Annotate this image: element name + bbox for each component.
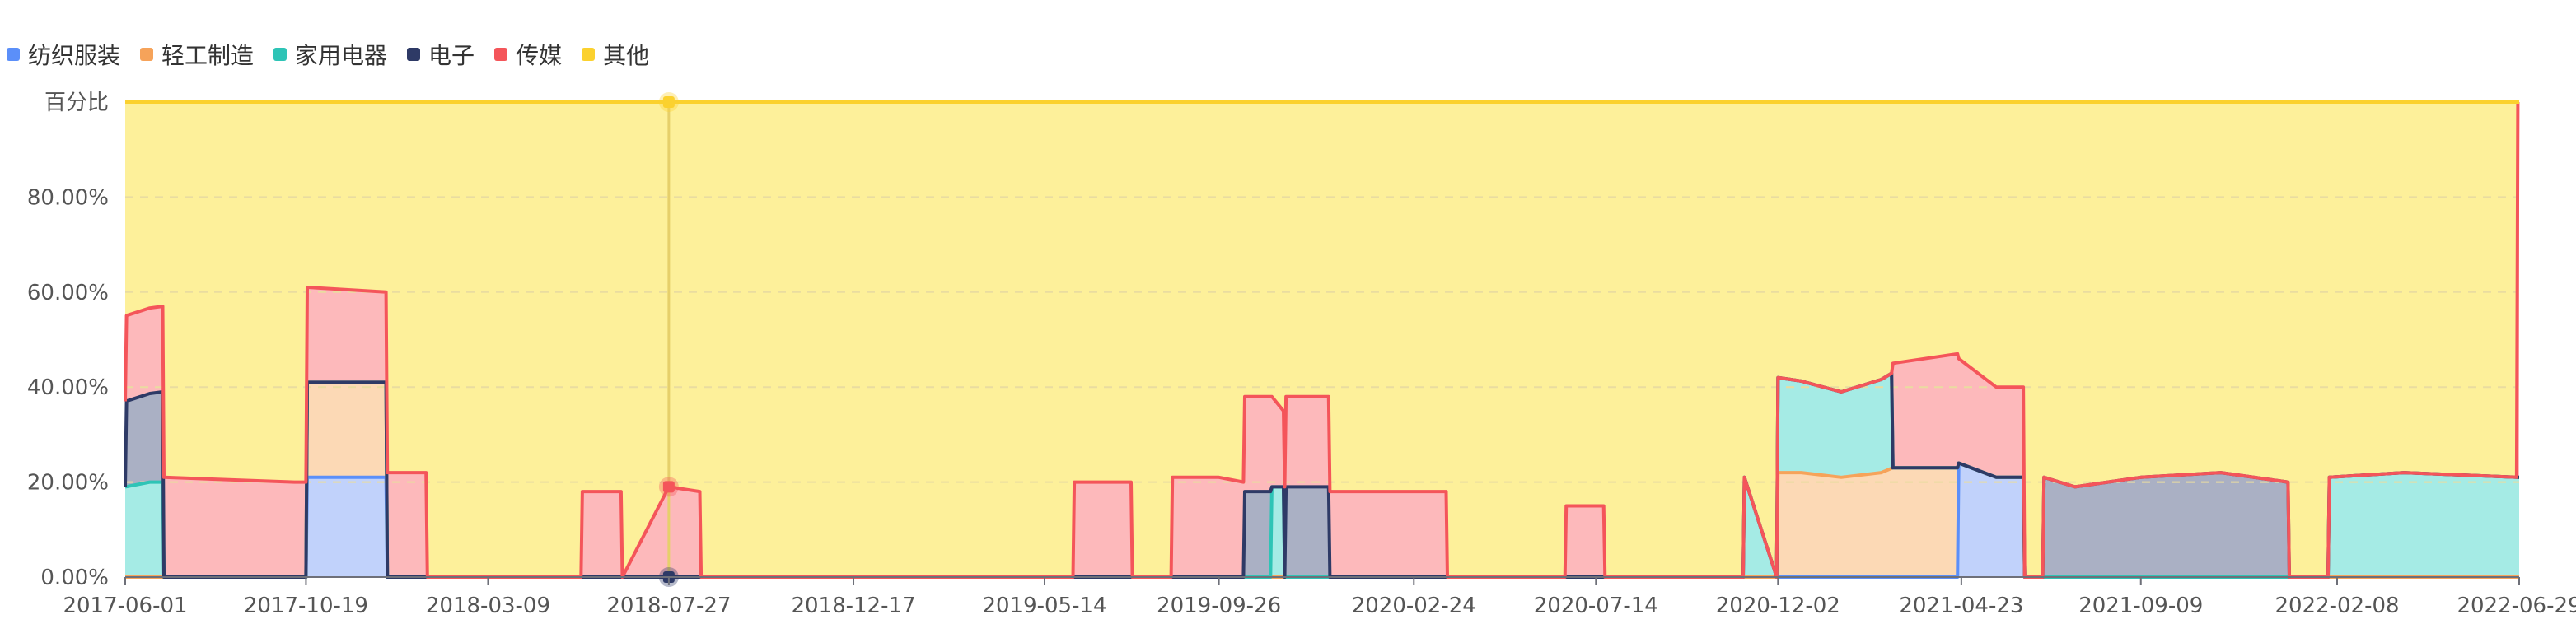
legend-swatch (7, 48, 20, 61)
x-tick-label-20200224: 2020-02-24 (1352, 594, 1476, 618)
legend-label: 轻工制造 (161, 42, 255, 69)
y-tick-label-1: 20.00% (27, 471, 109, 496)
legend-item[interactable]: 传媒 (494, 38, 562, 71)
legend-swatch (494, 48, 508, 61)
area-5 (125, 102, 2519, 577)
x-tick-label-20190514: 2019-05-14 (982, 594, 1106, 618)
plot-areas (125, 102, 2519, 577)
legend-item[interactable]: 电子 (407, 38, 475, 71)
area-4 (125, 102, 2519, 577)
legend-label: 电子 (428, 42, 475, 69)
y-axis: 0.00% 20.00% 40.00% 60.00% 80.00% 百分比 (27, 91, 109, 590)
x-tick-label-20171019: 2017-10-19 (244, 594, 368, 618)
x-tick-label-20190926: 2019-09-26 (1157, 594, 1281, 618)
legend-label: 家用电器 (295, 42, 388, 69)
legend-item[interactable]: 纺织服装 (7, 38, 120, 71)
y-tick-label-2: 40.00% (27, 375, 109, 400)
area-1 (125, 382, 2519, 577)
x-tick-label-20200714: 2020-07-14 (1534, 594, 1658, 618)
legend-swatch (407, 48, 421, 61)
legend-item[interactable]: 轻工制造 (140, 38, 254, 71)
legend-item[interactable]: 其他 (582, 38, 649, 71)
x-tick-label-20181217: 2018-12-17 (791, 594, 915, 618)
x-tick-label-20180727: 2018-07-27 (606, 594, 731, 618)
gridlines (125, 196, 2519, 483)
crosshair-marker-0 (662, 481, 675, 493)
x-tick-label-20210423: 2021-04-23 (1899, 594, 2023, 618)
legend-swatch (140, 48, 154, 61)
legend-item[interactable]: 家用电器 (273, 38, 387, 71)
y-axis-title: 百分比 (44, 91, 109, 115)
x-tick-label-20180309: 2018-03-09 (426, 594, 550, 618)
legend-label: 传媒 (516, 42, 563, 69)
x-tick-label-20210909: 2021-09-09 (2078, 594, 2203, 618)
x-tick-label-20220629: 2022-06-29 (2457, 594, 2576, 618)
y-tick-label-4: 80.00% (27, 185, 109, 210)
y-tick-label-3: 60.00% (27, 281, 109, 305)
legend-swatch (273, 48, 288, 61)
y-tick-label-0: 0.00% (40, 566, 109, 590)
x-axis: 2017-06-01 2017-10-19 2018-03-09 2018-07-27… (63, 576, 2576, 618)
x-tick-label-20170601: 2017-06-01 (63, 594, 187, 618)
legend-label: 纺织服装 (28, 42, 121, 69)
x-tick-label-20201202: 2020-12-02 (1716, 594, 1840, 618)
legend-swatch (582, 48, 596, 61)
area-3 (125, 373, 2519, 577)
area-0 (125, 463, 2519, 577)
legend-label: 其他 (603, 42, 650, 69)
legend: 纺织服装 轻工制造 家用电器 电子 传媒 其他 (7, 36, 669, 72)
crosshair-marker-1 (662, 96, 675, 108)
x-tick-label-20220208: 2022-02-08 (2274, 594, 2399, 618)
